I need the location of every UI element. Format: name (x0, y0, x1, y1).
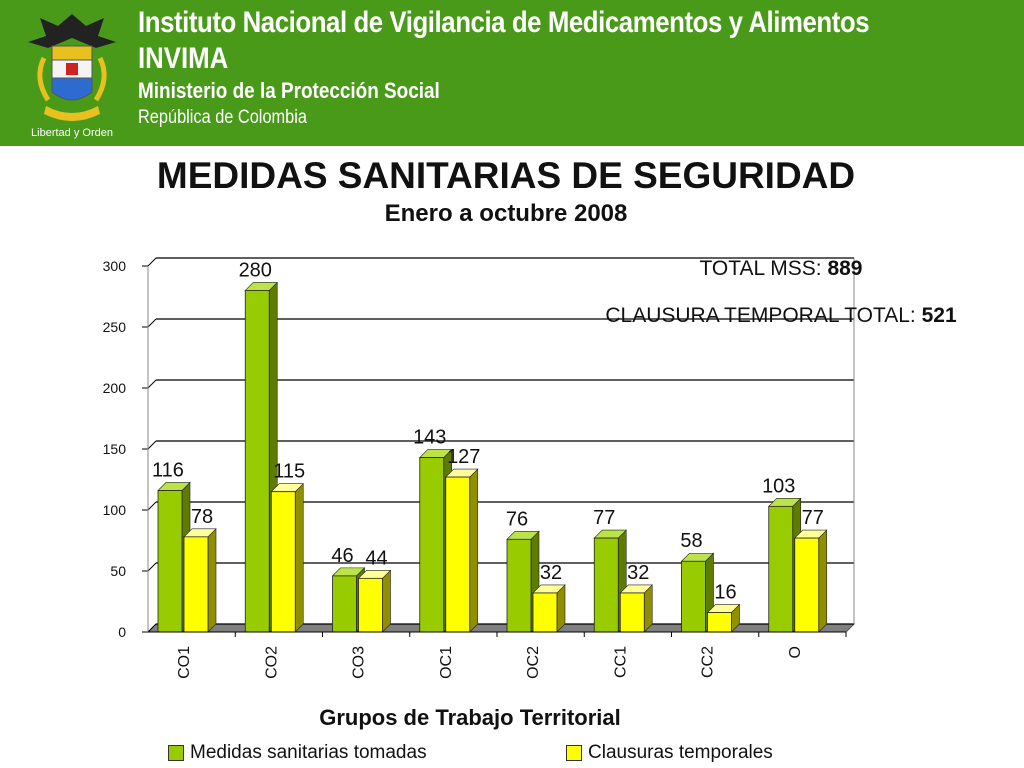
bar-medidas (681, 560, 706, 633)
gridline-diag (147, 257, 157, 267)
y-tick-label: 200 (103, 380, 127, 396)
plot-wall (148, 258, 854, 632)
x-tick-label: OC1 (438, 646, 455, 679)
legend-swatch-series1 (168, 745, 184, 761)
x-tick-label: CC2 (700, 646, 717, 678)
y-tick-label: 50 (110, 563, 126, 579)
header-banner: Libertad y Orden Instituto Nacional de V… (0, 0, 1024, 146)
bar-side (382, 569, 391, 633)
y-tick-label: 300 (103, 258, 127, 274)
bar-clausuras (270, 491, 296, 633)
bar-medidas (332, 575, 357, 633)
bar-chart: 0 50 100 150 200 250 300 116 78 CO1 280 115 CO2 46 44 C… (103, 257, 856, 679)
bar-clausuras (619, 592, 645, 633)
bar-medidas (593, 537, 619, 633)
bar-clausuras (794, 537, 820, 633)
data-label: 76 (506, 508, 528, 530)
x-tick-label: OC2 (525, 646, 542, 679)
data-label: 16 (714, 581, 736, 603)
gridline-diag (147, 440, 157, 450)
bar-medidas (157, 490, 183, 633)
legend-item-series2: Clausuras temporales (566, 742, 773, 764)
data-label: 116 (152, 459, 184, 481)
data-label: 280 (239, 259, 272, 281)
legend-swatch-series2 (566, 745, 582, 761)
bar-side (818, 529, 828, 633)
y-tick-label: 0 (118, 624, 126, 640)
bar-side (469, 468, 479, 633)
data-label: 77 (593, 507, 615, 529)
bar-medidas (244, 290, 270, 633)
legend-item-series1: Medidas sanitarias tomadas (168, 742, 427, 764)
bar-clausuras (183, 536, 209, 633)
legend-label-series1: Medidas sanitarias tomadas (190, 742, 427, 763)
bar-medidas (506, 538, 532, 633)
data-label: 103 (762, 475, 795, 497)
x-tick-label: CO3 (351, 646, 368, 679)
bar-clausuras (358, 577, 383, 633)
svg-text:Libertad y Orden: Libertad y Orden (31, 127, 113, 139)
x-axis-title: Grupos de Trabajo Territorial (319, 705, 621, 730)
total-mss: TOTAL MSS: 889 (699, 257, 863, 280)
chart-subtitle: Enero a octubre 2008 (384, 200, 628, 227)
y-tick-label: 150 (103, 441, 127, 457)
data-label: 127 (447, 446, 480, 468)
data-label: 46 (331, 545, 353, 567)
chart-title: MEDIDAS SANITARIAS DE SEGURIDAD (156, 155, 856, 196)
data-label: 44 (365, 547, 387, 569)
institute-name: Instituto Nacional de Vigilancia de Medi… (138, 6, 870, 39)
data-label: 58 (680, 530, 702, 552)
bar-medidas (768, 505, 794, 633)
total-clausura: CLAUSURA TEMPORAL TOTAL: 521 (605, 304, 957, 327)
bar-medidas (419, 457, 445, 633)
bar-clausuras (707, 612, 732, 633)
ministry-name: Ministerio de la Protección Social (138, 78, 440, 103)
bar-clausuras (445, 476, 471, 633)
gridline-diag (147, 562, 157, 572)
data-label: 77 (802, 507, 824, 529)
data-label: 32 (540, 562, 562, 584)
data-label: 115 (273, 461, 305, 483)
institute-acronym: INVIMA (138, 42, 229, 75)
gridline-diag (147, 379, 157, 389)
legend-label-series2: Clausuras temporales (588, 742, 773, 763)
bar-side (294, 482, 304, 633)
x-tick-label: CO1 (176, 646, 193, 679)
gridline-diag (147, 318, 157, 328)
bar-side (207, 528, 217, 633)
x-tick-label: CC1 (612, 646, 629, 678)
y-tick-label: 100 (103, 502, 127, 518)
x-tick-label: O (787, 646, 804, 658)
y-tick-label: 250 (103, 319, 127, 335)
data-label: 143 (413, 427, 446, 449)
gridline-diag (147, 623, 157, 633)
gridline-diag (147, 501, 157, 511)
country-name: República de Colombia (138, 107, 307, 128)
data-label: 32 (627, 562, 649, 584)
coat-of-arms-icon: Libertad y Orden (28, 14, 116, 139)
x-tick-label: CO2 (263, 646, 280, 679)
data-label: 78 (191, 506, 213, 528)
bar-clausuras (532, 592, 558, 633)
